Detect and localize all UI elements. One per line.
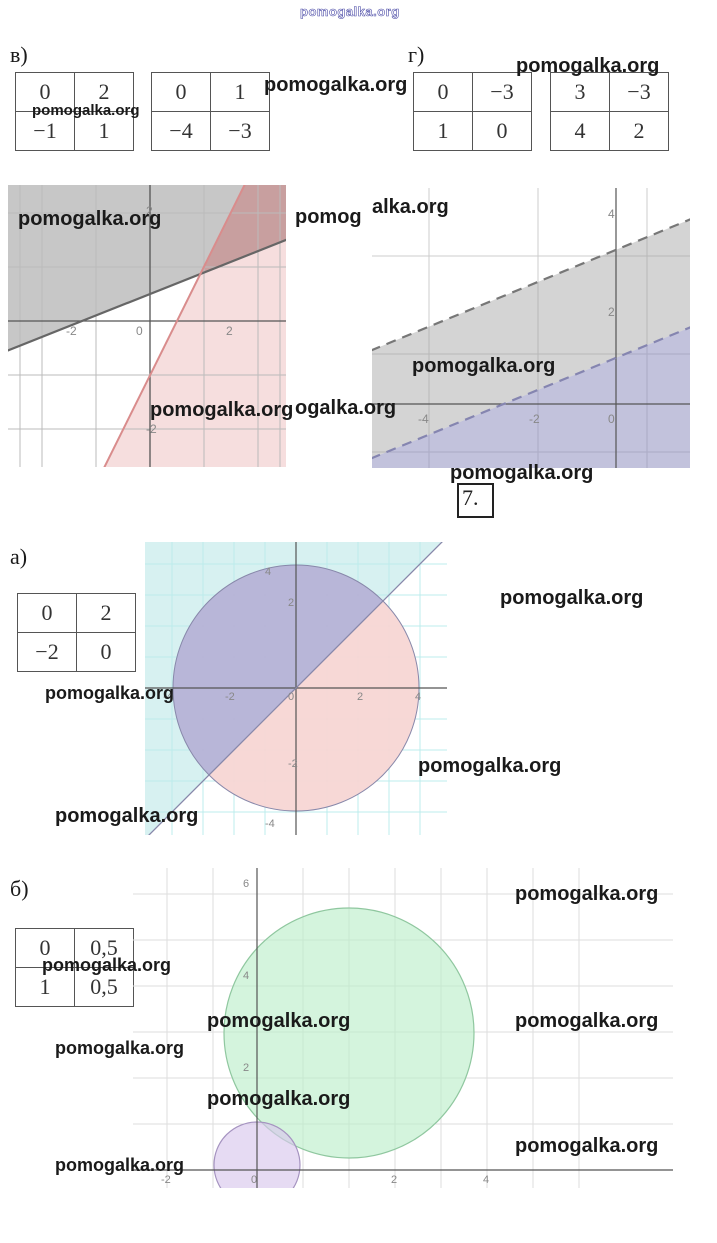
svg-text:-4: -4: [265, 818, 275, 830]
svg-text:4: 4: [265, 566, 271, 578]
svg-text:6: 6: [243, 878, 249, 890]
svg-text:0: 0: [251, 1174, 257, 1186]
svg-text:2: 2: [608, 305, 615, 319]
svg-text:4: 4: [415, 691, 421, 703]
svg-text:0: 0: [136, 324, 143, 338]
svg-text:0: 0: [288, 691, 294, 703]
svg-text:4: 4: [243, 970, 249, 982]
svg-text:2: 2: [288, 597, 294, 609]
svg-text:4: 4: [608, 207, 615, 221]
svg-text:-2: -2: [288, 758, 298, 770]
svg-text:0: 0: [608, 412, 615, 426]
svg-text:2: 2: [391, 1174, 397, 1186]
svg-text:-4: -4: [418, 412, 429, 426]
svg-text:2: 2: [243, 1062, 249, 1074]
svg-text:2: 2: [357, 691, 363, 703]
svg-text:4: 4: [483, 1174, 489, 1186]
svg-text:2: 2: [226, 324, 233, 338]
svg-text:-2: -2: [225, 691, 235, 703]
svg-text:-2: -2: [146, 422, 157, 436]
svg-text:-2: -2: [529, 412, 540, 426]
